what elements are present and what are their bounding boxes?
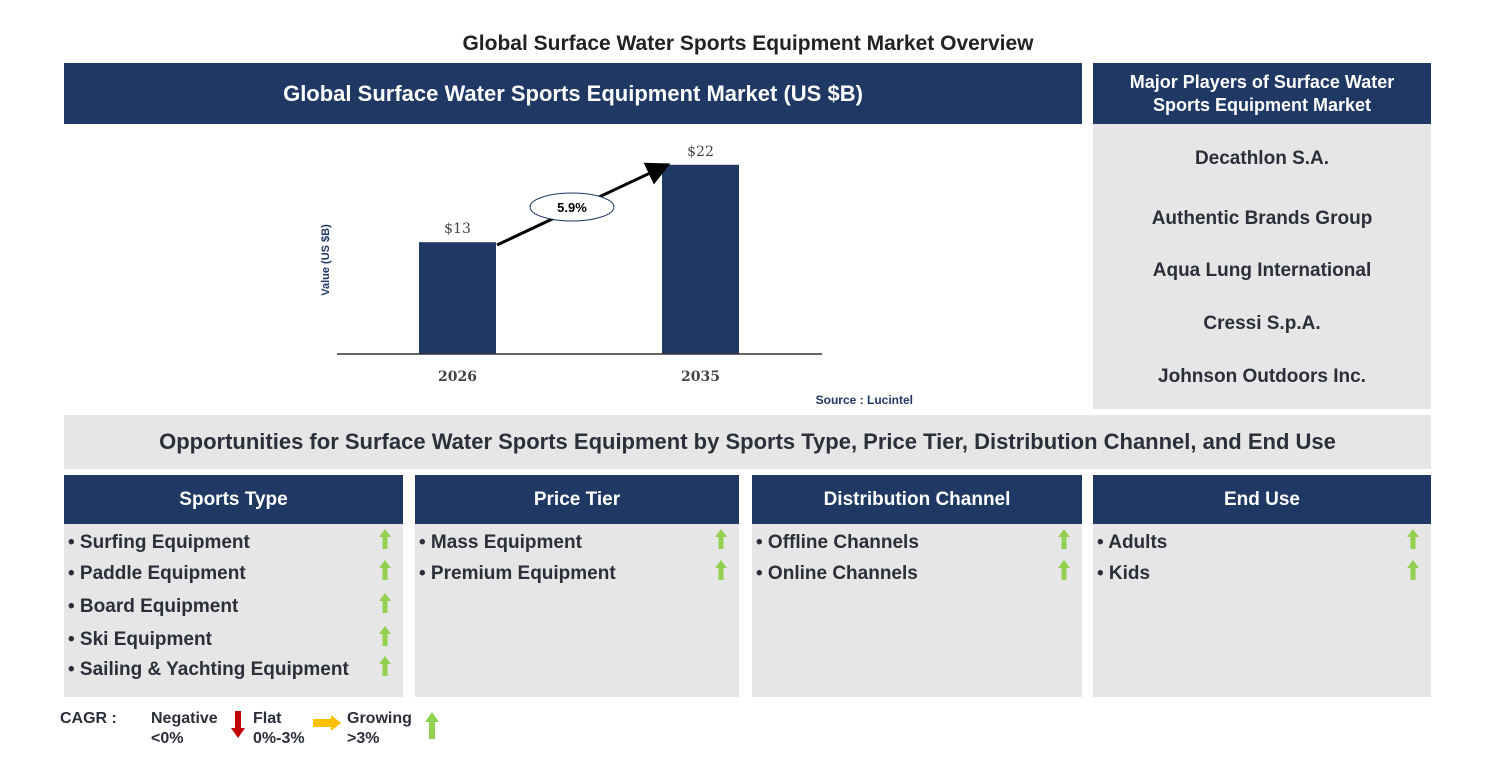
source-label: Source : Lucintel	[816, 393, 913, 407]
arrow-up-green-icon	[379, 626, 391, 646]
x-tick-label: 2026	[438, 369, 477, 385]
legend-negative: Negative <0%	[151, 709, 218, 749]
segment-header: End Use	[1093, 475, 1431, 524]
segment-header: Price Tier	[415, 475, 739, 524]
segment-panel: • Offline Channels • Online Channels	[752, 524, 1082, 697]
segment-item: • Adults	[1097, 532, 1168, 553]
arrow-up-green-icon	[715, 560, 727, 580]
segment-panel: • Mass Equipment • Premium Equipment	[415, 524, 739, 697]
segment-panel: • Adults • Kids	[1093, 524, 1431, 697]
arrow-up-green-icon	[715, 529, 727, 549]
arrow-down-red-icon	[231, 711, 245, 738]
players-header: Major Players of Surface Water Sports Eq…	[1093, 63, 1431, 124]
x-tick-label: 2035	[681, 369, 720, 385]
segment-item: • Online Channels	[756, 563, 918, 584]
bar-chart: Value (US $B) $13 2026 $22 2035 5.9% Source…	[320, 144, 913, 407]
opportunities-header: Opportunities for Surface Water Sports E…	[64, 415, 1431, 469]
page-title: Global Surface Water Sports Equipment Ma…	[462, 32, 1034, 55]
legend-flat-range: 0%-3%	[253, 730, 305, 747]
segment-item: • Premium Equipment	[419, 563, 616, 584]
segment-item: • Ski Equipment	[68, 629, 212, 650]
legend-growing-range: >3%	[347, 730, 380, 747]
legend-flat-label: Flat	[253, 710, 282, 727]
player-item: Johnson Outdoors Inc.	[1158, 366, 1366, 387]
legend-growing-label: Growing	[347, 710, 412, 727]
arrow-up-green-icon	[1407, 560, 1419, 580]
arrow-up-green-icon	[1407, 529, 1419, 549]
y-axis-label: Value (US $B)	[320, 224, 332, 296]
legend-label: CAGR :	[60, 710, 117, 727]
arrow-up-green-icon	[379, 560, 391, 580]
segment-item: • Offline Channels	[756, 532, 919, 553]
segment-item: • Surfing Equipment	[68, 532, 250, 553]
cagr-label: 5.9%	[557, 200, 587, 215]
segment-header: Distribution Channel	[752, 475, 1082, 524]
data-label: $22	[687, 144, 714, 160]
legend-growing: Growing >3%	[347, 709, 412, 749]
legend-negative-range: <0%	[151, 730, 184, 747]
arrow-up-green-icon	[379, 593, 391, 613]
player-item: Decathlon S.A.	[1194, 148, 1330, 169]
segment-item: • Mass Equipment	[419, 532, 582, 553]
arrow-up-green-icon	[425, 712, 439, 739]
segment-item: • Paddle Equipment	[68, 563, 246, 584]
segment-header: Sports Type	[64, 475, 403, 524]
data-label: $13	[444, 221, 471, 237]
segment-item: • Board Equipment	[68, 596, 239, 617]
arrow-right-yellow-icon	[313, 715, 341, 731]
segment-item: • Sailing & Yachting Equipment	[68, 659, 349, 680]
segment-item: • Kids	[1097, 563, 1151, 584]
player-item: Cressi S.p.A.	[1203, 313, 1321, 334]
bar-2035	[662, 164, 739, 354]
legend-negative-label: Negative	[151, 710, 218, 727]
segment-panel: • Surfing Equipment • Paddle Equipment • B…	[64, 524, 403, 697]
bar-2026	[419, 242, 496, 354]
arrow-up-green-icon	[379, 529, 391, 549]
players-panel: Decathlon S.A. Authentic Brands Group Aqua…	[1093, 124, 1431, 409]
market-header: Global Surface Water Sports Equipment Ma…	[64, 63, 1082, 124]
arrow-up-green-icon	[379, 656, 391, 676]
cagr-ellipse	[529, 192, 615, 222]
legend-flat: Flat 0%-3%	[253, 709, 305, 749]
arrow-up-green-icon	[1058, 560, 1070, 580]
player-item: Aqua Lung International	[1152, 260, 1372, 281]
arrow-up-green-icon	[1058, 529, 1070, 549]
player-item: Authentic Brands Group	[1151, 208, 1373, 229]
